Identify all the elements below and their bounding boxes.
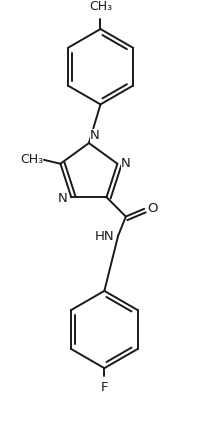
Text: F: F	[100, 381, 108, 394]
Text: O: O	[147, 203, 157, 215]
Text: HN: HN	[95, 230, 114, 243]
Text: CH₃: CH₃	[88, 0, 112, 12]
Text: N: N	[58, 192, 67, 205]
Text: N: N	[120, 157, 130, 170]
Text: N: N	[89, 129, 99, 142]
Text: CH₃: CH₃	[20, 154, 43, 166]
